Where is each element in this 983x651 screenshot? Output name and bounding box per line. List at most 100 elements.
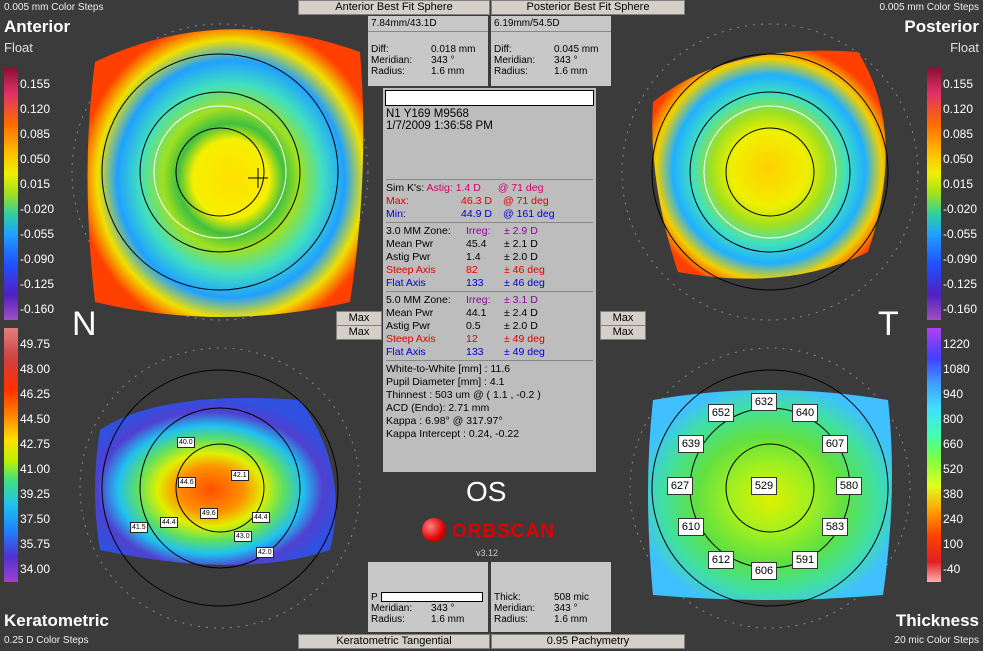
kerato-label: 44.4 — [160, 517, 178, 528]
tab-posterior-best-fit-sphere[interactable]: Posterior Best Fit Sphere — [491, 0, 685, 15]
legend-label: -0.125 — [20, 277, 55, 291]
irreg-value: ± 2.9 D — [504, 225, 538, 237]
legend-label: 520 — [943, 462, 964, 476]
legend-label: 0.120 — [943, 102, 974, 116]
radius-label: Radius: — [494, 66, 528, 77]
temporal-letter: T — [878, 305, 899, 343]
steep-axis-pm: ± 46 deg — [504, 264, 545, 276]
astig-pwr-value: 0.5 — [466, 320, 481, 332]
meridian-label: Meridian: — [494, 55, 536, 66]
zone5-label: 5.0 MM Zone: — [386, 294, 451, 306]
max-button-kerato[interactable]: Max — [336, 325, 382, 340]
keratometric-map[interactable] — [60, 330, 380, 630]
steep-axis-value: 12 — [466, 333, 478, 345]
radius-value: 1.6 mm — [554, 614, 588, 625]
posterior-float-map[interactable] — [608, 2, 923, 322]
posterior-title: Posterior — [904, 17, 979, 36]
legend-label: 0.085 — [20, 127, 51, 141]
astig-deg: @ 71 deg — [497, 182, 544, 194]
min-value: 44.9 D — [461, 208, 492, 220]
flat-axis-pm: ± 49 deg — [504, 346, 545, 358]
tab-anterior-best-fit-sphere[interactable]: Anterior Best Fit Sphere — [298, 0, 490, 15]
pachy-value: 632 — [751, 393, 777, 411]
min-label: Min: — [386, 208, 406, 220]
legend-label: 39.25 — [20, 487, 51, 501]
thickness-steps: 20 mic Color Steps — [894, 635, 979, 646]
pachy-value: 610 — [678, 518, 704, 536]
summary-panel: N1 Y169 M9568 1/7/2009 1:36:58 PM Sim K'… — [383, 88, 596, 472]
legend-label: 1080 — [943, 362, 970, 376]
thick-label: Thick: — [494, 592, 521, 603]
meridian-label: Meridian: — [371, 603, 413, 614]
flat-axis-value: 133 — [466, 346, 484, 358]
pachy-value: 627 — [667, 477, 693, 495]
legend-label: 41.00 — [20, 462, 51, 476]
flat-axis-pm: ± 46 deg — [504, 277, 545, 289]
p-label: P — [371, 592, 378, 603]
posterior-bfs-header: 6.19mm/54.5D — [491, 16, 611, 32]
astig-pwr-value: 1.4 — [466, 251, 481, 263]
flat-axis-value: 133 — [466, 277, 484, 289]
patient-name-field[interactable] — [385, 90, 594, 106]
tab-keratometric-tangential[interactable]: Keratometric Tangential — [298, 634, 490, 649]
legend-label: 940 — [943, 387, 964, 401]
diff-value: 0.045 mm — [554, 44, 599, 55]
min-deg: @ 161 deg — [503, 208, 555, 220]
legend-label: 49.75 — [20, 337, 51, 351]
pachy-value: 583 — [822, 518, 848, 536]
thickness-legend-labels: 1220 1080 940 800 660 520 380 240 100 -40 — [943, 338, 970, 588]
diff-value: 0.018 mm — [431, 44, 476, 55]
anterior-float-map[interactable] — [60, 2, 370, 322]
pachy-value: 529 — [751, 477, 777, 495]
version: v3.12 — [476, 548, 499, 558]
kerato-label: 44.4 — [252, 512, 270, 523]
anterior-bfs-panel: 7.84mm/43.1D Diff: 0.018 mm Meridian: 343 … — [368, 16, 488, 86]
patient-id: N1 Y169 M9568 — [386, 108, 469, 120]
nasal-letter: N — [72, 305, 97, 343]
kerato-label: 40.0 — [177, 437, 195, 448]
p-slider[interactable] — [380, 592, 483, 602]
kerato-label: 41.5 — [130, 522, 148, 533]
meridian-value: 343 ° — [431, 55, 455, 66]
diff-label: Diff: — [371, 44, 389, 55]
acd: ACD (Endo): 2.71 mm — [386, 402, 490, 414]
pachy-value: 580 — [836, 477, 862, 495]
irreg-value: ± 3.1 D — [504, 294, 538, 306]
posterior-bfs-panel: 6.19mm/54.5D Diff: 0.045 mm Meridian: 343 … — [491, 16, 611, 86]
pachy-value: 607 — [822, 435, 848, 453]
mean-pwr-value: 44.1 — [466, 307, 487, 319]
legend-label: -0.055 — [943, 227, 978, 241]
mean-pwr-label: Mean Pwr — [386, 307, 434, 319]
legend-label: -0.055 — [20, 227, 55, 241]
radius-label: Radius: — [371, 614, 405, 625]
legend-label: 0.015 — [20, 177, 51, 191]
mean-pwr-pm: ± 2.1 D — [504, 238, 538, 250]
pachymetry-panel: Thick: 508 mic Meridian: 343 ° Radius: 1.6 … — [491, 562, 611, 632]
legend-label: -0.020 — [943, 202, 978, 216]
max-label: Max: — [386, 195, 409, 207]
diff-label: Diff: — [494, 44, 512, 55]
anterior-title: Anterior — [4, 17, 71, 36]
kerato-legend-bar — [4, 328, 18, 582]
anterior-bfs-header: 7.84mm/43.1D — [368, 16, 488, 32]
white-to-white: White-to-White [mm] : 11.6 — [386, 363, 511, 375]
astig-label: Astig: — [426, 182, 453, 194]
kerato-label: 43.0 — [234, 531, 252, 542]
steep-axis-pm: ± 49 deg — [504, 333, 545, 345]
legend-label: 0.120 — [20, 102, 51, 116]
anterior-steps: 0.005 mm Color Steps — [4, 2, 104, 13]
legend-label: -0.090 — [943, 252, 978, 266]
thick-value: 508 mic — [554, 592, 590, 603]
float-legend-bar-right — [927, 68, 941, 320]
tab-pachymetry[interactable]: 0.95 Pachymetry — [491, 634, 685, 649]
simk-label: Sim K's: — [386, 182, 425, 194]
keratometric-title: Keratometric — [4, 611, 109, 630]
thickness-legend-bar — [927, 328, 941, 582]
legend-label: 37.50 — [20, 512, 51, 526]
astig-pwr-pm: ± 2.0 D — [504, 320, 538, 332]
max-button-thickness[interactable]: Max — [600, 325, 646, 340]
posterior-steps: 0.005 mm Color Steps — [879, 2, 980, 13]
irreg-label: Irreg: — [466, 225, 491, 237]
legend-label: 660 — [943, 437, 964, 451]
meridian-value: 343 ° — [554, 55, 578, 66]
